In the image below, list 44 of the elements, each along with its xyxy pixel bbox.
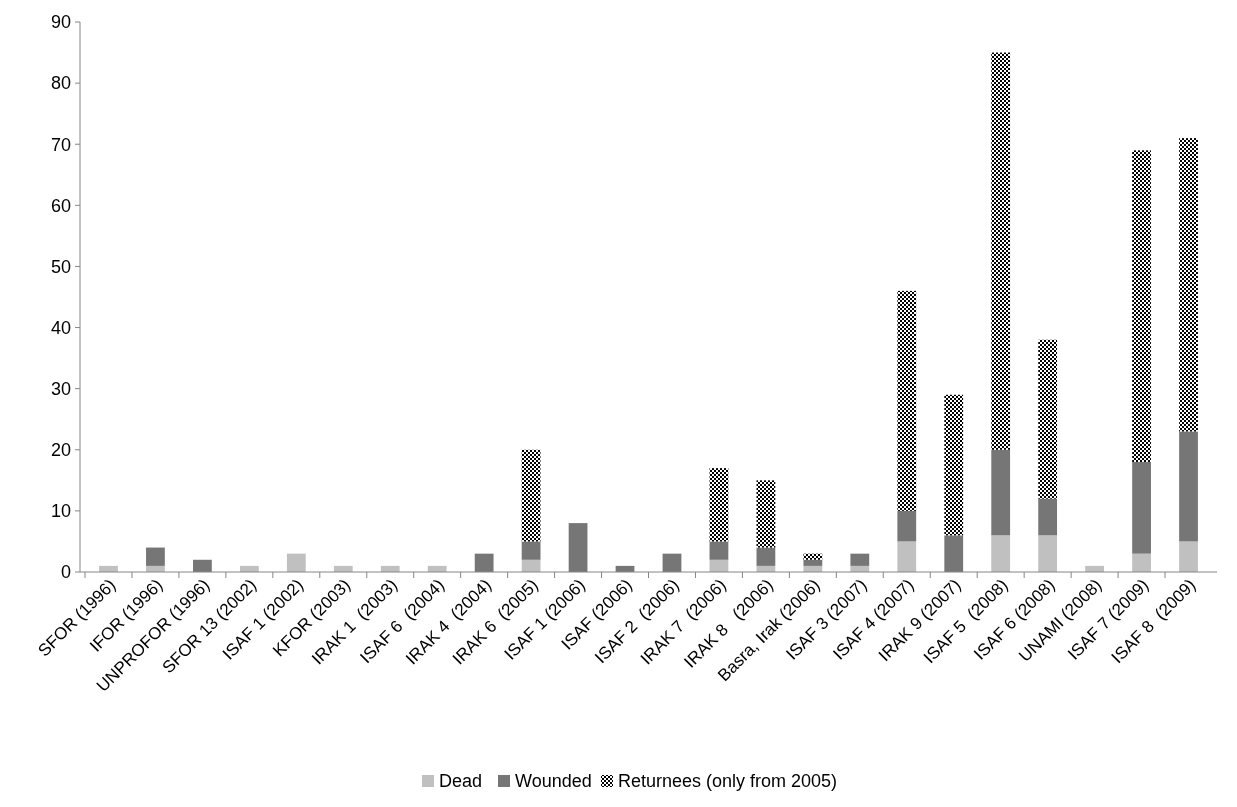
bar [803,553,823,560]
bar [803,559,823,566]
bar [709,541,729,560]
bar [991,52,1011,450]
bar [286,553,306,572]
bar [944,394,964,536]
bar [568,523,588,572]
bar [1132,462,1151,554]
y-tick-label: 30 [50,378,71,399]
legend-label: Returnees (only from 2005) [618,771,838,791]
legend-label: Dead [439,771,483,791]
y-tick-label: 20 [50,440,71,461]
y-tick-label: 70 [50,134,71,155]
bar [521,541,541,560]
bar [1132,150,1151,462]
bar [1038,498,1058,536]
bar [1038,535,1058,572]
y-tick-label: 90 [50,12,71,33]
bar [146,547,165,566]
bar [1038,339,1058,499]
bar [944,535,964,572]
bar [991,449,1011,536]
y-tick-label: 0 [60,562,71,583]
legend-label: Wounded [515,771,592,791]
bar [1179,431,1198,542]
bar [756,480,776,548]
bar [850,553,870,566]
y-tick-label: 10 [50,501,71,522]
bar [1179,138,1198,432]
bar [474,553,494,572]
bar [897,290,917,511]
bar [193,559,212,572]
bar [991,535,1011,572]
y-tick-label: 50 [50,256,71,277]
bar [1132,553,1151,572]
bar [897,510,917,542]
bar [756,547,776,566]
bar [521,449,541,542]
bar [1179,541,1198,572]
y-tick-label: 40 [50,317,71,338]
bar [709,468,729,542]
bar [897,541,917,572]
y-tick-label: 60 [50,195,71,216]
y-tick-label: 80 [50,73,71,94]
